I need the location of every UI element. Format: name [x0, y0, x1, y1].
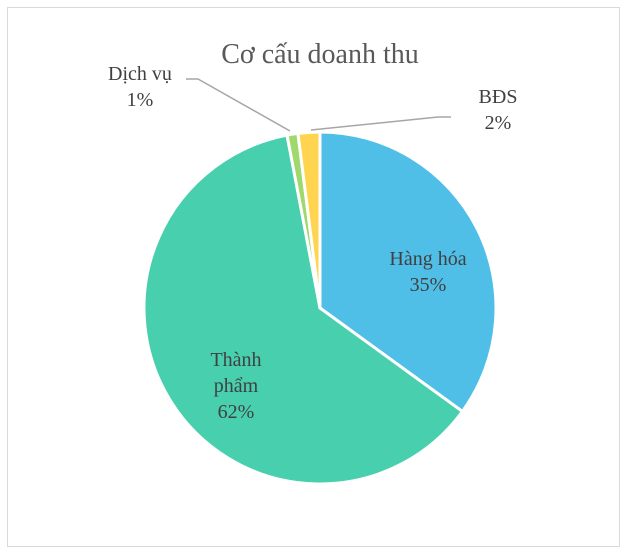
data-label-line: 35% — [410, 274, 447, 296]
leader-line-2 — [186, 78, 291, 132]
data-label-0: Hàng hóa 35% — [389, 248, 466, 296]
data-label-line: 62% — [218, 401, 255, 423]
data-label-line: 2% — [485, 112, 512, 134]
leader-lines — [186, 78, 451, 132]
data-labels: Hàng hóa 35% Thành phẩm 62% Dịch vụ 1% BĐS 2% — [108, 63, 517, 423]
pie-slices — [142, 130, 498, 486]
pie-slice-0 — [318, 130, 498, 413]
data-label-line: BĐS — [479, 86, 518, 108]
data-label-line: Hàng hóa — [389, 248, 466, 270]
pie-slice-1 — [142, 133, 464, 486]
data-label-1: Thành phẩm 62% — [210, 349, 261, 423]
data-label-line: phẩm — [214, 375, 259, 397]
pie-slice-3 — [296, 130, 322, 310]
data-label-line: 1% — [127, 89, 154, 111]
data-label-3: BĐS 2% — [479, 86, 518, 134]
data-label-2: Dịch vụ 1% — [108, 63, 172, 111]
data-label-line: Thành — [210, 349, 261, 371]
data-label-line: Dịch vụ — [108, 63, 172, 85]
leader-line-3 — [310, 116, 451, 131]
chart-title: Cơ cấu doanh thu — [221, 39, 419, 70]
